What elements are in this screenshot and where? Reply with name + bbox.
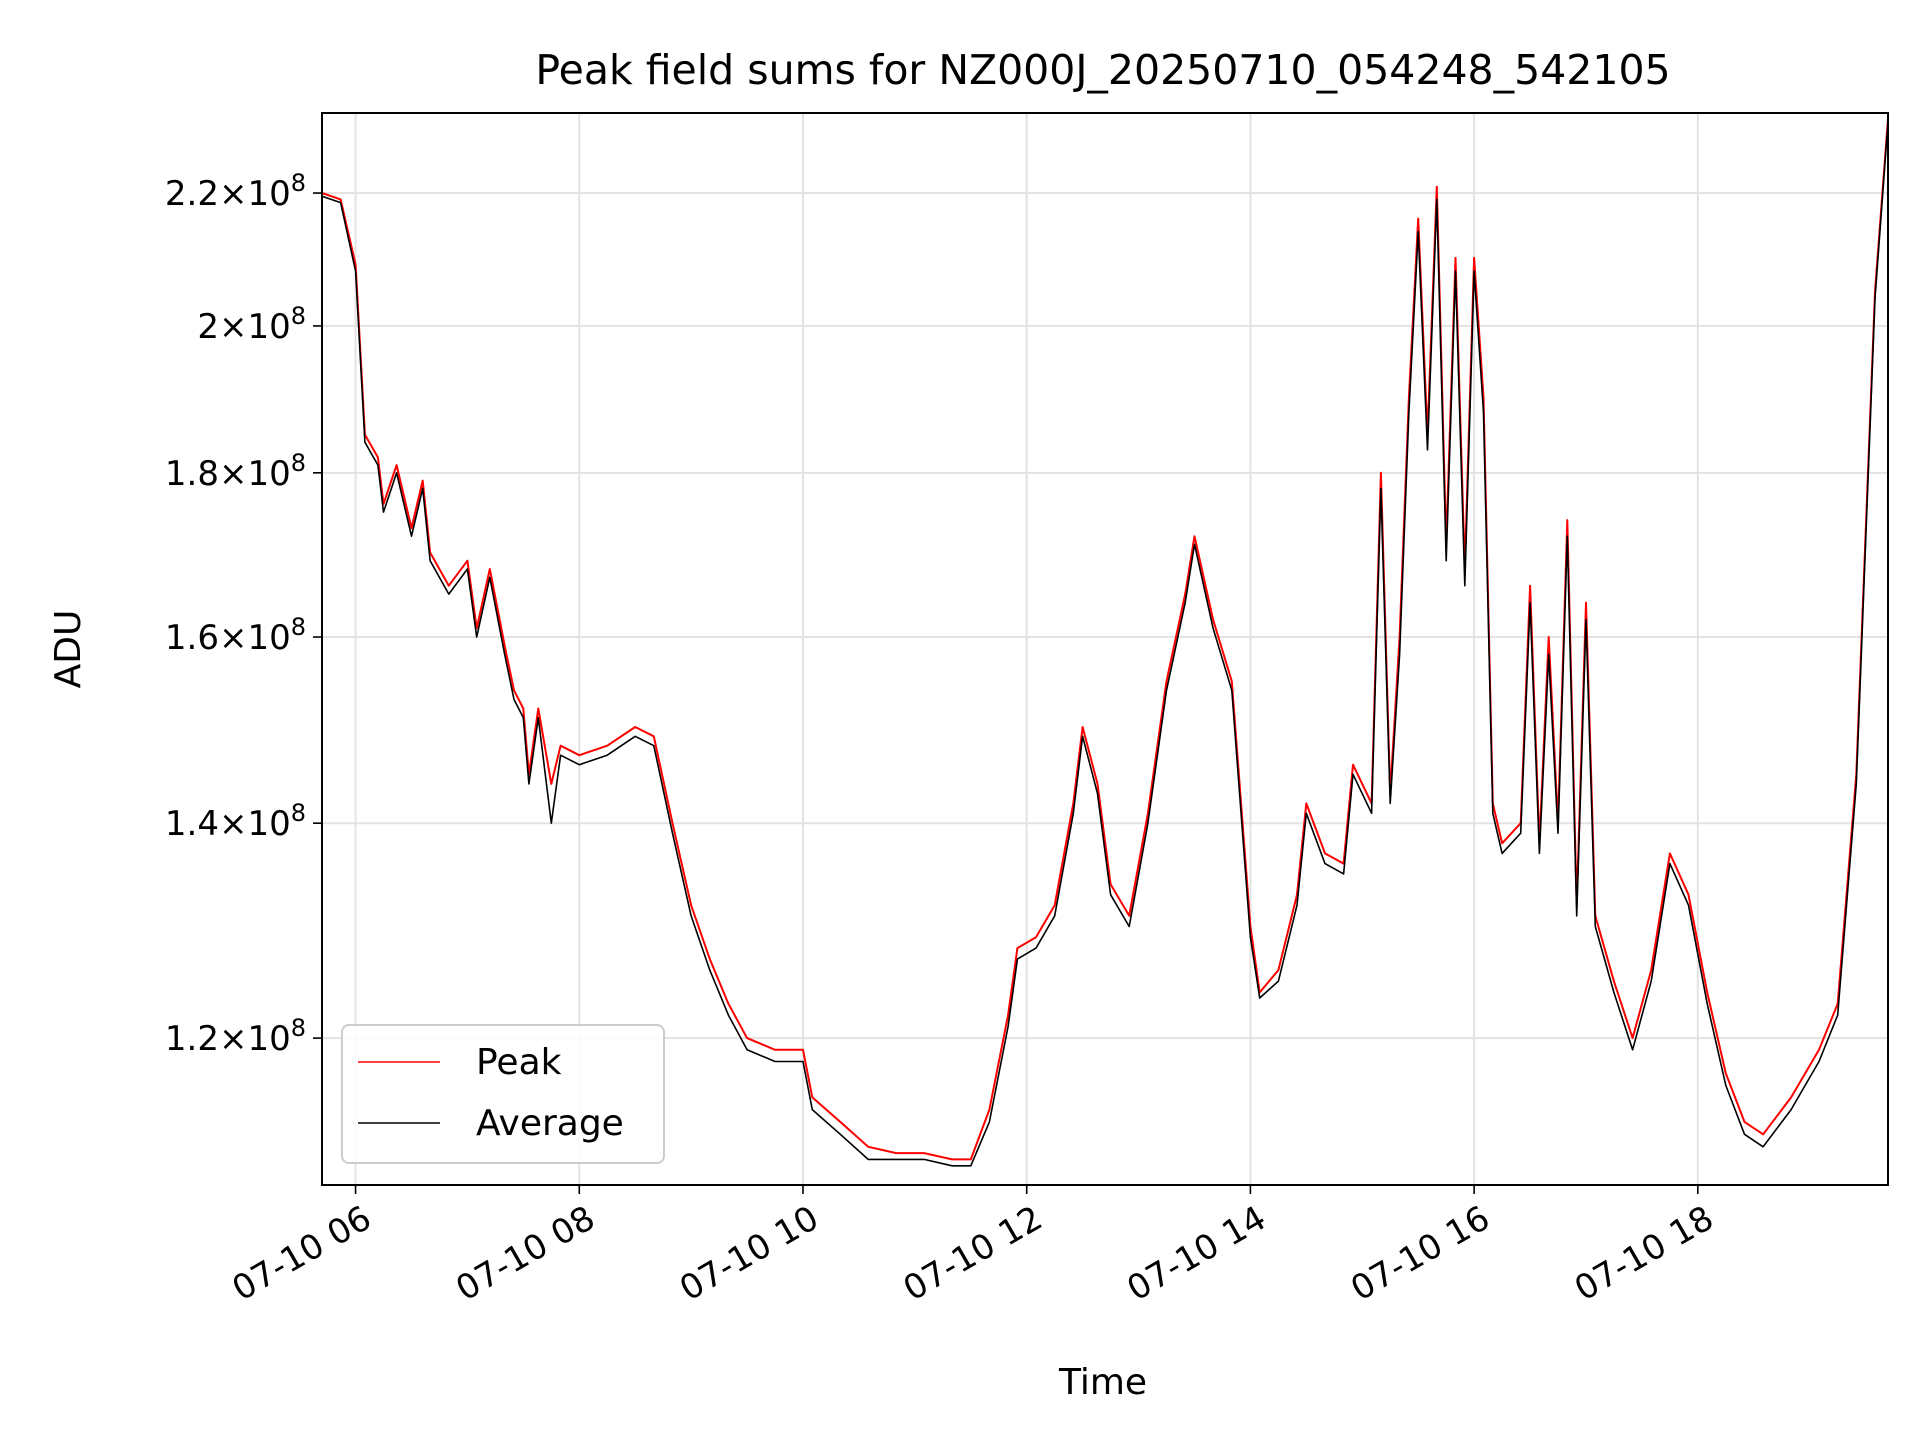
legend-box bbox=[341, 1024, 665, 1164]
series-layer bbox=[321, 118, 1889, 1167]
legend: Peak Average bbox=[341, 1024, 665, 1164]
y-tick-label: 1.2×108 bbox=[165, 1014, 306, 1059]
series-line-average bbox=[321, 121, 1889, 1167]
y-tick-label: 2×108 bbox=[197, 302, 306, 347]
y-axis: 1.2×108 1.4×108 1.6×108 1.8×108 2×108 2.2×108 bbox=[165, 169, 322, 1059]
x-axis-label: Time bbox=[1058, 1362, 1147, 1403]
y-axis-label: ADU bbox=[48, 610, 89, 689]
legend-label-peak: Peak bbox=[476, 1042, 562, 1083]
y-tick-label: 1.6×108 bbox=[165, 613, 306, 658]
y-tick-label: 2.2×108 bbox=[165, 169, 306, 214]
chart-title: Peak field sums for NZ000J_20250710_0542… bbox=[535, 46, 1670, 94]
legend-label-average: Average bbox=[476, 1103, 624, 1144]
plot-frame bbox=[321, 112, 1889, 1186]
y-tick-label: 1.8×108 bbox=[165, 449, 306, 494]
y-tick-label: 1.4×108 bbox=[165, 799, 306, 844]
